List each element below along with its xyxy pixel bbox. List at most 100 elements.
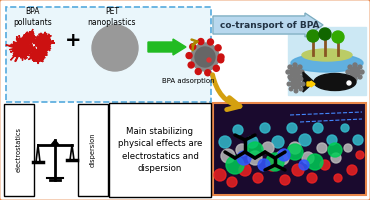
Circle shape: [208, 39, 213, 45]
Text: BPA
pollutants: BPA pollutants: [14, 7, 53, 27]
Circle shape: [289, 87, 293, 91]
Circle shape: [298, 65, 302, 69]
Circle shape: [258, 159, 270, 171]
FancyBboxPatch shape: [109, 103, 211, 197]
Text: co-transport of BPA: co-transport of BPA: [220, 21, 320, 29]
Circle shape: [280, 175, 290, 185]
Circle shape: [218, 54, 224, 60]
Circle shape: [247, 142, 263, 158]
Circle shape: [300, 70, 304, 74]
Circle shape: [293, 63, 297, 67]
Circle shape: [347, 81, 351, 85]
Circle shape: [327, 135, 337, 145]
Circle shape: [287, 123, 297, 133]
Circle shape: [226, 156, 244, 174]
Circle shape: [233, 125, 243, 135]
Circle shape: [272, 136, 284, 148]
Circle shape: [292, 164, 304, 176]
Circle shape: [320, 160, 330, 170]
Polygon shape: [6, 33, 37, 61]
Circle shape: [341, 124, 349, 132]
Ellipse shape: [314, 73, 356, 90]
FancyBboxPatch shape: [213, 103, 366, 195]
Circle shape: [334, 174, 342, 182]
Circle shape: [260, 123, 270, 133]
Circle shape: [215, 45, 221, 51]
Circle shape: [262, 142, 274, 154]
Circle shape: [214, 169, 226, 181]
Circle shape: [207, 58, 211, 62]
Circle shape: [92, 25, 138, 71]
Circle shape: [278, 149, 290, 161]
Circle shape: [287, 144, 303, 160]
Text: BPA adsorption: BPA adsorption: [162, 78, 214, 84]
Circle shape: [237, 151, 251, 165]
Circle shape: [190, 44, 196, 50]
Circle shape: [358, 75, 362, 79]
Text: dispersion: dispersion: [90, 133, 96, 167]
Circle shape: [239, 164, 251, 176]
Circle shape: [299, 77, 303, 81]
Circle shape: [307, 30, 319, 42]
Circle shape: [186, 53, 192, 59]
Circle shape: [353, 77, 357, 81]
FancyArrow shape: [213, 13, 323, 37]
Circle shape: [353, 63, 357, 67]
Circle shape: [286, 70, 290, 74]
Polygon shape: [303, 72, 314, 92]
Circle shape: [213, 65, 219, 71]
Circle shape: [299, 87, 303, 91]
Circle shape: [227, 177, 237, 187]
Circle shape: [319, 28, 331, 40]
Circle shape: [299, 134, 311, 146]
Circle shape: [291, 79, 301, 89]
Circle shape: [301, 82, 305, 86]
Circle shape: [266, 153, 284, 171]
Circle shape: [294, 75, 298, 79]
Circle shape: [346, 70, 350, 74]
FancyArrow shape: [307, 81, 315, 87]
Circle shape: [253, 173, 263, 183]
Circle shape: [328, 143, 342, 157]
Circle shape: [313, 123, 323, 133]
Polygon shape: [33, 32, 55, 57]
Circle shape: [266, 159, 278, 171]
Circle shape: [294, 89, 298, 93]
FancyBboxPatch shape: [4, 104, 34, 196]
Circle shape: [195, 69, 201, 75]
Circle shape: [360, 70, 364, 74]
Circle shape: [307, 173, 317, 183]
Circle shape: [317, 143, 327, 153]
FancyBboxPatch shape: [6, 7, 211, 102]
Polygon shape: [28, 46, 47, 64]
Circle shape: [353, 135, 363, 145]
Circle shape: [298, 75, 302, 79]
Circle shape: [350, 67, 360, 77]
Circle shape: [219, 136, 231, 148]
Text: +: +: [65, 30, 81, 49]
FancyBboxPatch shape: [78, 104, 108, 196]
Circle shape: [293, 77, 297, 81]
Circle shape: [248, 151, 262, 165]
Text: Main stabilizing
physical effects are
electrostatics and
dispersion: Main stabilizing physical effects are el…: [118, 127, 202, 173]
Polygon shape: [22, 29, 37, 45]
Ellipse shape: [302, 49, 352, 61]
Circle shape: [347, 165, 357, 175]
Circle shape: [344, 144, 352, 152]
Circle shape: [195, 47, 215, 67]
FancyArrow shape: [148, 39, 186, 55]
Circle shape: [289, 77, 293, 81]
Circle shape: [307, 154, 323, 170]
Ellipse shape: [291, 54, 363, 72]
Circle shape: [289, 142, 301, 154]
Circle shape: [246, 136, 258, 148]
Polygon shape: [51, 140, 59, 145]
Circle shape: [358, 65, 362, 69]
Circle shape: [288, 65, 292, 69]
Circle shape: [299, 160, 309, 170]
Circle shape: [188, 62, 194, 68]
Circle shape: [275, 151, 289, 165]
Circle shape: [236, 144, 248, 156]
Circle shape: [191, 43, 219, 71]
Circle shape: [348, 75, 352, 79]
